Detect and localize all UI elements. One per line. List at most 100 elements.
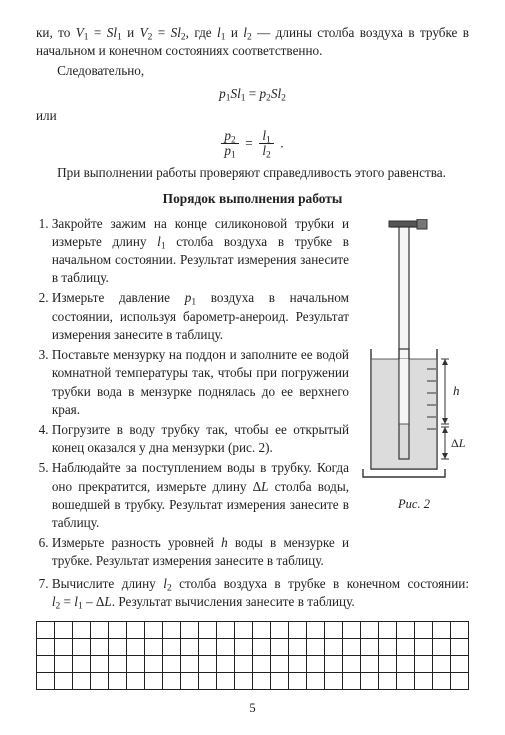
grid-cell: [199, 622, 217, 639]
grid-cell: [109, 639, 127, 656]
step-7: Вычислите длину l2 столба воздуха в труб…: [52, 575, 469, 611]
grid-cell: [127, 656, 145, 673]
figure-column: h ΔL Рис. 2: [359, 215, 469, 573]
grid-cell: [433, 673, 451, 690]
grid-cell: [253, 639, 271, 656]
grid-cell: [145, 622, 163, 639]
grid-cell: [361, 622, 379, 639]
grid-cell: [451, 639, 469, 656]
grid-cell: [217, 673, 235, 690]
label-h: h: [453, 383, 460, 398]
label-dL: ΔL: [451, 436, 466, 450]
grid-cell: [307, 673, 325, 690]
grid-cell: [73, 656, 91, 673]
grid-cell: [289, 639, 307, 656]
grid-cell: [397, 622, 415, 639]
grid-cell: [217, 656, 235, 673]
data-table-grid: [36, 621, 469, 690]
grid-cell: [163, 673, 181, 690]
grid-cell: [199, 639, 217, 656]
grid-cell: [253, 622, 271, 639]
grid-cell: [379, 673, 397, 690]
grid-cell: [55, 639, 73, 656]
grid-cell: [109, 656, 127, 673]
grid-cell: [253, 656, 271, 673]
grid-cell: [163, 639, 181, 656]
grid-cell: [109, 673, 127, 690]
step-1: Закройте зажим на конце силиконовой труб…: [52, 215, 349, 288]
grid-cell: [145, 639, 163, 656]
grid-cell: [325, 639, 343, 656]
grid-cell: [451, 673, 469, 690]
grid-cell: [127, 639, 145, 656]
grid-cell: [343, 673, 361, 690]
grid-cell: [433, 639, 451, 656]
step-2: Измерьте давление p1 воздуха в начальном…: [52, 289, 349, 344]
grid-cell: [73, 639, 91, 656]
grid-cell: [379, 622, 397, 639]
grid-cell: [235, 673, 253, 690]
grid-cell: [181, 656, 199, 673]
section-title: Порядок выполнения работы: [36, 190, 469, 209]
grid-cell: [235, 622, 253, 639]
grid-cell: [145, 656, 163, 673]
grid-cell: [127, 622, 145, 639]
grid-cell: [181, 622, 199, 639]
grid-cell: [379, 639, 397, 656]
figure-caption: Рис. 2: [359, 496, 469, 513]
grid-cell: [235, 656, 253, 673]
grid-cell: [217, 622, 235, 639]
intro-paragraph: ки, то V1 = Sl1 и V2 = Sl2, где l1 и l2 …: [36, 24, 469, 60]
grid-cell: [361, 673, 379, 690]
grid-cell: [217, 639, 235, 656]
grid-cell: [91, 622, 109, 639]
equation-1: p1Sl1 = p2Sl2: [36, 85, 469, 103]
check-paragraph: При выполнении работы проверяют справедл…: [36, 164, 469, 182]
grid-cell: [145, 673, 163, 690]
ili-label: или: [36, 107, 469, 125]
grid-cell: [379, 656, 397, 673]
step-7-wrap: Вычислите длину l2 столба воздуха в труб…: [36, 575, 469, 611]
grid-cell: [73, 673, 91, 690]
grid-cell: [181, 673, 199, 690]
grid-cell: [415, 673, 433, 690]
grid-cell: [361, 656, 379, 673]
grid-cell: [91, 673, 109, 690]
grid-cell: [37, 656, 55, 673]
grid-cell: [55, 622, 73, 639]
grid-cell: [235, 639, 253, 656]
grid-cell: [433, 622, 451, 639]
grid-cell: [415, 656, 433, 673]
grid-cell: [433, 656, 451, 673]
grid-cell: [397, 639, 415, 656]
grid-cell: [397, 673, 415, 690]
steps-column: Закройте зажим на конце силиконовой труб…: [36, 215, 349, 573]
grid-cell: [109, 622, 127, 639]
step-6: Измерьте разность уровней h воды в мензу…: [52, 534, 349, 570]
grid-cell: [415, 622, 433, 639]
grid-cell: [361, 639, 379, 656]
grid-cell: [181, 639, 199, 656]
grid-cell: [415, 639, 433, 656]
step-3: Поставьте мензурку на поддон и заполните…: [52, 346, 349, 419]
grid-cell: [199, 656, 217, 673]
grid-cell: [289, 656, 307, 673]
step-5: Наблюдайте за поступлением воды в трубку…: [52, 459, 349, 532]
grid-cell: [91, 656, 109, 673]
equation-2: p2 p1 = l1 l2 .: [36, 129, 469, 158]
figure-2-svg: h ΔL: [359, 219, 469, 489]
grid-cell: [307, 622, 325, 639]
grid-cell: [325, 622, 343, 639]
grid-cell: [343, 656, 361, 673]
step-4: Погрузите в воду трубку так, чтобы ее от…: [52, 421, 349, 457]
grid-cell: [271, 673, 289, 690]
grid-cell: [307, 656, 325, 673]
grid-cell: [163, 622, 181, 639]
grid-cell: [271, 656, 289, 673]
grid-cell: [451, 656, 469, 673]
grid-cell: [163, 656, 181, 673]
grid-cell: [37, 622, 55, 639]
grid-cell: [199, 673, 217, 690]
grid-cell: [325, 656, 343, 673]
grid-cell: [73, 622, 91, 639]
